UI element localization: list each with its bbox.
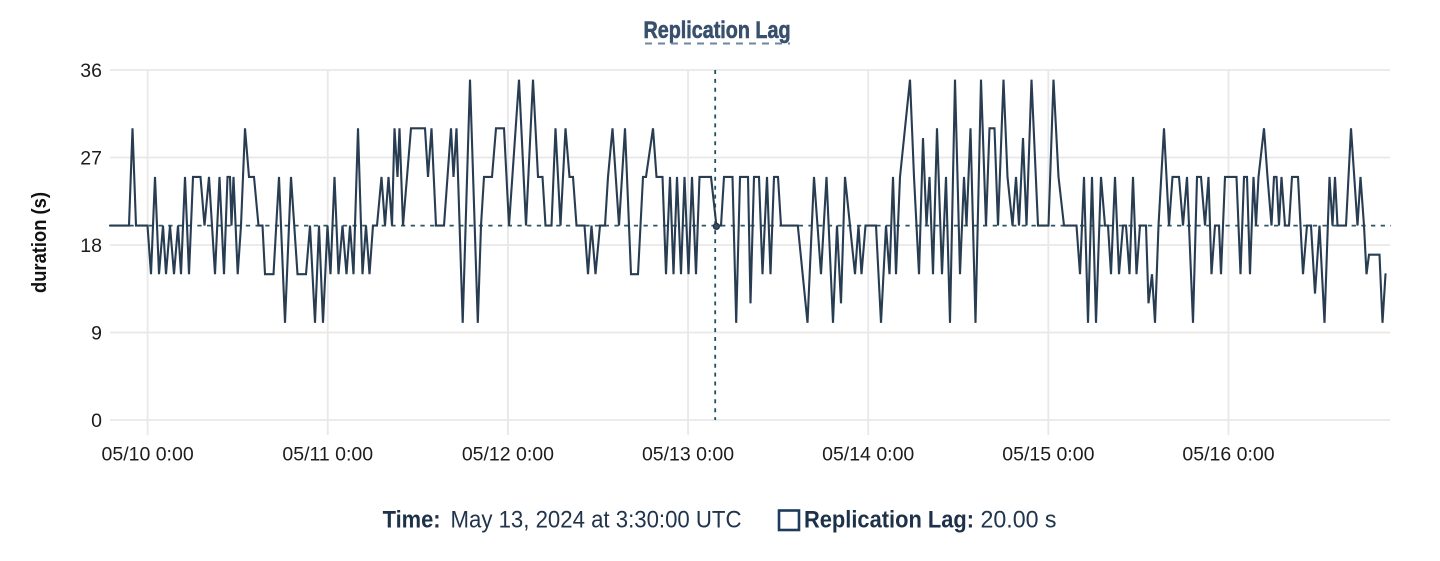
- svg-text:05/11 0:00: 05/11 0:00: [282, 444, 373, 466]
- svg-text:05/14 0:00: 05/14 0:00: [822, 444, 914, 466]
- svg-text:36: 36: [80, 60, 102, 82]
- svg-text:9: 9: [91, 323, 102, 345]
- svg-text:Replication Lag:: Replication Lag:: [804, 507, 974, 534]
- svg-text:20.00 s: 20.00 s: [981, 507, 1057, 534]
- svg-text:05/16 0:00: 05/16 0:00: [1182, 444, 1274, 466]
- svg-text:05/15 0:00: 05/15 0:00: [1002, 444, 1094, 466]
- svg-text:27: 27: [80, 148, 102, 170]
- svg-text:0: 0: [91, 410, 102, 432]
- svg-text:Replication Lag: Replication Lag: [644, 17, 791, 44]
- svg-text:duration (s): duration (s): [29, 192, 51, 293]
- svg-text:18: 18: [80, 235, 102, 257]
- svg-text:05/13 0:00: 05/13 0:00: [642, 444, 734, 466]
- svg-text:May 13, 2024 at 3:30:00 UTC: May 13, 2024 at 3:30:00 UTC: [451, 507, 742, 534]
- svg-text:05/12 0:00: 05/12 0:00: [462, 444, 554, 466]
- svg-text:05/10 0:00: 05/10 0:00: [102, 444, 194, 466]
- svg-text:Time:: Time:: [383, 507, 441, 534]
